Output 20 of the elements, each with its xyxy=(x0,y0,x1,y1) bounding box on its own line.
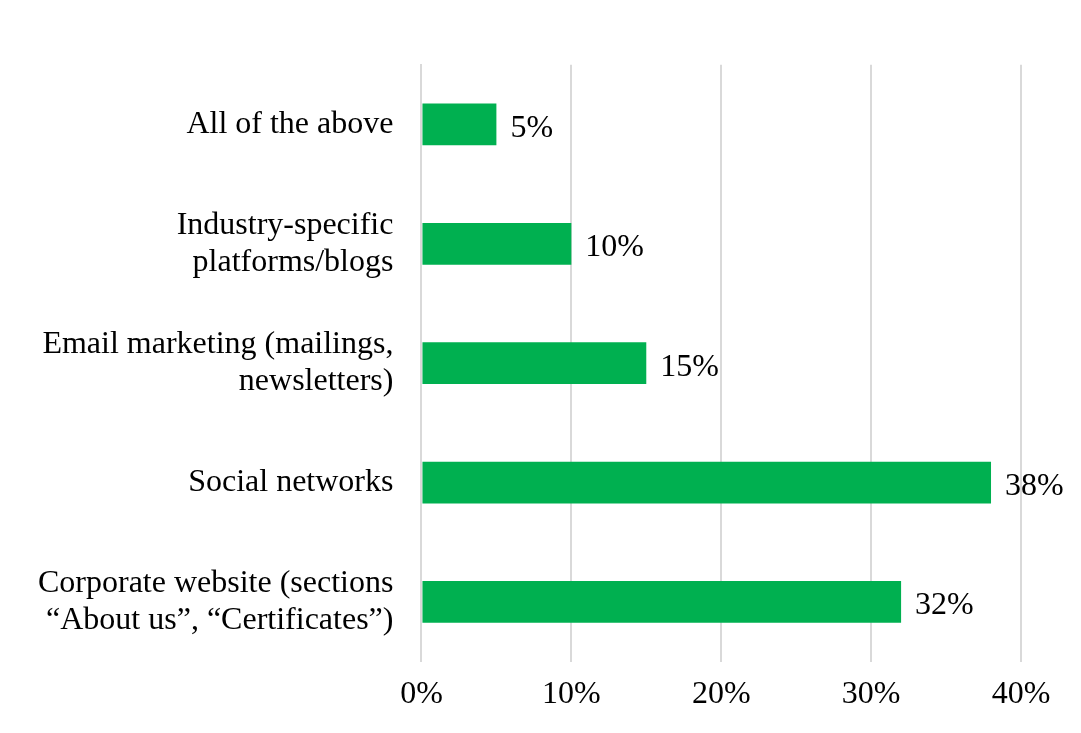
data-label: 32% xyxy=(915,585,974,622)
y-tick-label: Industry-specific platforms/blogs xyxy=(176,204,394,278)
x-tick-label: 20% xyxy=(691,674,751,711)
y-tick-label: All of the above xyxy=(186,103,394,140)
bar xyxy=(422,222,572,265)
y-tick-label: Corporate website (sections “About us”, “Certificates”) xyxy=(38,562,394,636)
x-tick-label: 30% xyxy=(841,674,901,711)
data-label: 5% xyxy=(510,107,554,144)
x-tick-label: 10% xyxy=(542,674,601,711)
bar xyxy=(422,342,647,385)
x-tick-label: 0% xyxy=(400,674,443,711)
y-tick-label: Email marketing (mailings, newsletters) xyxy=(42,324,394,398)
bar xyxy=(422,461,992,504)
bar xyxy=(422,581,902,623)
data-label: 38% xyxy=(1005,465,1064,502)
x-tick-label: 40% xyxy=(991,674,1051,711)
data-label: 15% xyxy=(660,346,719,383)
data-label: 10% xyxy=(585,227,644,264)
y-tick-label: Social networks xyxy=(188,461,394,498)
bar xyxy=(422,103,497,146)
